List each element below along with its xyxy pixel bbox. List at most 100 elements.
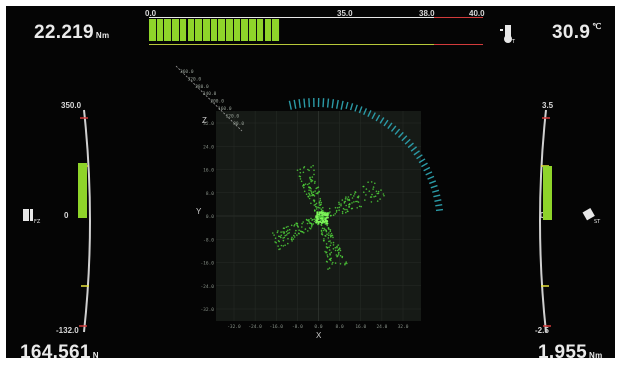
scatter-point	[367, 181, 369, 183]
scatter-point	[326, 224, 328, 227]
scatter-point	[326, 222, 328, 225]
scatter-point	[310, 166, 312, 168]
scatter-point	[332, 214, 335, 216]
orientation-arc-tick	[367, 110, 372, 117]
scatter-point	[273, 234, 275, 236]
scatter-point	[300, 180, 303, 183]
z-tick-label: 360.0	[180, 69, 194, 75]
scatter-point	[328, 267, 331, 269]
scatter-point	[336, 246, 338, 249]
torque-bar-segment	[241, 19, 250, 41]
scatter-point	[328, 207, 331, 210]
scatter-point	[314, 205, 317, 208]
scatter-point	[380, 189, 382, 191]
scatter-point	[287, 232, 289, 235]
y-tick-label: 8.0	[206, 191, 214, 197]
x-tick-label: 32.0	[398, 324, 409, 330]
scatter-point	[313, 169, 315, 171]
scatter-point	[310, 191, 313, 193]
scatter-point	[283, 236, 286, 239]
torque-bar-segment	[156, 19, 165, 41]
scatter-point	[309, 177, 311, 179]
scatter-point	[320, 224, 323, 227]
y-tick-label: -24.0	[200, 284, 214, 290]
orientation-arc-tick	[345, 101, 349, 109]
scatter-point	[308, 193, 311, 196]
scatter-point	[290, 224, 293, 227]
scatter-point	[287, 229, 289, 232]
scatter-point	[310, 192, 313, 195]
scatter-point	[338, 209, 340, 211]
scatter-point	[318, 215, 320, 217]
dashboard-screen: 22.219 Nm 0.0 35.0 38.0 40.0 T 30.9 ℃ 350.…	[6, 6, 615, 358]
scatter-point	[319, 221, 322, 223]
orientation-arc-tick	[354, 104, 358, 112]
scatter-point	[311, 218, 314, 221]
scatter-point	[313, 200, 316, 203]
scatter-point	[328, 240, 330, 243]
scatter-point	[348, 206, 350, 208]
svg-text:FZ: FZ	[34, 219, 41, 225]
scatter-point	[338, 203, 340, 205]
torque-bar-segment	[233, 19, 242, 41]
scatter-point	[299, 171, 302, 174]
scatter-point	[297, 226, 299, 228]
scatter-point	[344, 208, 346, 211]
scatter-point	[334, 213, 336, 215]
scatter-point	[353, 201, 355, 203]
torque-bar-segment	[187, 19, 196, 41]
orientation-arc-tick	[322, 98, 325, 108]
scatter-point	[341, 255, 344, 258]
scatter-point	[374, 195, 377, 197]
torque-bar-segment	[179, 19, 188, 41]
scatter-point	[375, 190, 378, 193]
scatter-point	[350, 193, 352, 196]
scatter-point	[325, 243, 328, 245]
scatter-point	[364, 199, 366, 201]
orientation-arc-tick	[418, 158, 426, 164]
right-gauge-mid: 0	[540, 211, 545, 220]
scatter-point	[348, 203, 350, 206]
scatter-point	[341, 212, 344, 215]
scatter-point	[329, 254, 331, 256]
scatter-point	[293, 225, 295, 227]
orientation-arc-tick	[423, 166, 431, 172]
scatter-point	[326, 220, 329, 223]
scatter-point	[316, 217, 319, 220]
x-tick-label: 16.0	[355, 324, 366, 330]
scatter-point	[329, 240, 331, 242]
scatter-point	[334, 249, 337, 252]
scatter-point	[308, 220, 310, 223]
scatter-point	[347, 199, 349, 201]
scatter-point	[277, 230, 279, 232]
scatter-point	[309, 227, 312, 230]
left-gauge	[78, 109, 91, 333]
scatter-point	[285, 234, 288, 236]
y-tick-label: -8.0	[203, 237, 214, 243]
y-tick-label: -32.0	[200, 307, 214, 313]
scatter-point	[347, 196, 350, 198]
z-tick-label: 320.0	[188, 76, 202, 82]
force-unit: N	[92, 351, 99, 358]
scatter-point	[332, 236, 334, 239]
torque-bar-segment	[264, 19, 273, 41]
torque-bar	[149, 17, 483, 45]
scatter-point	[339, 254, 342, 257]
scatter-point	[285, 230, 288, 233]
torque-bar-segment	[210, 19, 219, 41]
scatter-point	[310, 180, 312, 183]
orientation-arc-tick	[425, 171, 433, 176]
y-tick-label: 0.0	[206, 214, 214, 220]
scatter-point	[377, 190, 380, 193]
scatter-point	[280, 244, 283, 247]
scatter-point	[315, 192, 318, 195]
right-gauge-min: -2.5	[535, 326, 549, 335]
scatter-point	[327, 227, 330, 229]
scatter-point	[316, 213, 319, 216]
scatter-point	[298, 232, 300, 235]
y-tick-label: -16.0	[200, 261, 214, 267]
orientation-arc-tick	[404, 138, 411, 145]
scatter-point	[308, 222, 311, 224]
orientation-arc-tick	[298, 99, 301, 109]
orientation-arc-tick	[432, 189, 440, 193]
